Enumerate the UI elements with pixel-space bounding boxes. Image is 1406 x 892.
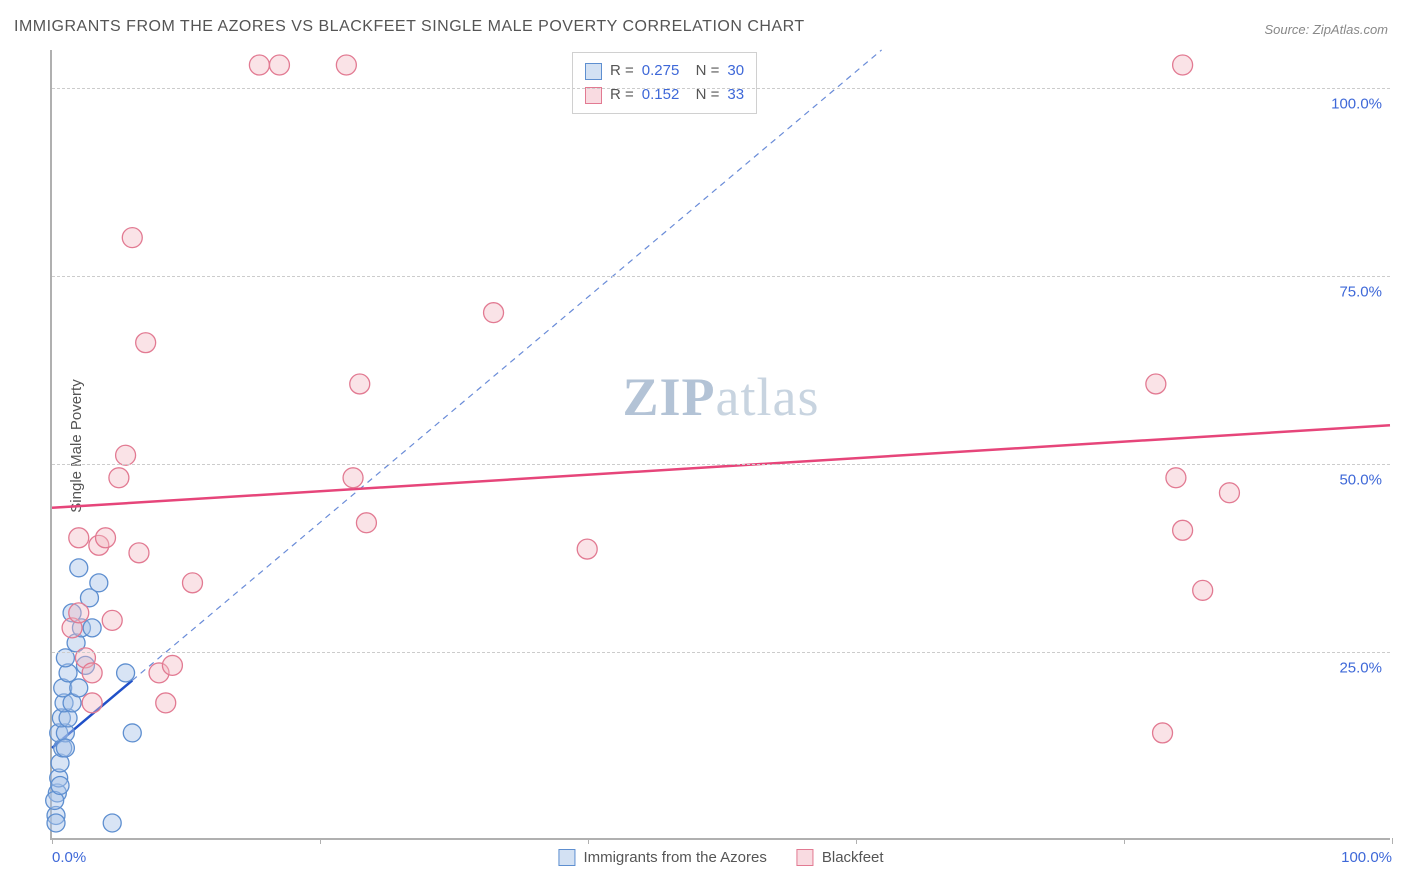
r-value-2: 0.152 <box>642 83 680 107</box>
swatch-series2 <box>585 87 602 104</box>
legend-item-2: Blackfeet <box>797 849 884 866</box>
chart-title: IMMIGRANTS FROM THE AZORES VS BLACKFEET … <box>14 18 805 36</box>
data-point <box>249 55 269 75</box>
legend-label-2: Blackfeet <box>822 849 884 866</box>
data-point <box>577 539 597 559</box>
data-point <box>90 574 108 592</box>
n-value-2: 33 <box>727 83 744 107</box>
data-point <box>1146 374 1166 394</box>
gridline-h <box>52 88 1390 89</box>
data-point <box>109 468 129 488</box>
y-tick-label: 100.0% <box>1331 95 1382 112</box>
data-point <box>1153 723 1173 743</box>
data-point <box>51 776 69 794</box>
data-point <box>162 655 182 675</box>
data-point <box>129 543 149 563</box>
data-point <box>350 374 370 394</box>
data-point <box>96 528 116 548</box>
data-point <box>83 619 101 637</box>
data-point <box>70 559 88 577</box>
x-tick-mark <box>1392 838 1393 844</box>
data-point <box>183 573 203 593</box>
n-label-1: N = <box>687 59 719 83</box>
data-point <box>70 679 88 697</box>
data-point <box>82 663 102 683</box>
x-tick-mark <box>588 838 589 844</box>
data-point <box>117 664 135 682</box>
data-point <box>82 693 102 713</box>
data-point <box>269 55 289 75</box>
data-point <box>69 603 89 623</box>
data-point <box>1166 468 1186 488</box>
data-point <box>136 333 156 353</box>
legend-item-1: Immigrants from the Azores <box>558 849 766 866</box>
legend-label-1: Immigrants from the Azores <box>583 849 766 866</box>
data-point <box>1173 55 1193 75</box>
x-tick-mark <box>52 838 53 844</box>
x-tick-mark <box>320 838 321 844</box>
r-label-2: R = <box>610 83 634 107</box>
y-tick-label: 75.0% <box>1339 283 1382 300</box>
legend-swatch-2 <box>797 849 814 866</box>
data-point <box>336 55 356 75</box>
x-tick-mark <box>856 838 857 844</box>
data-point <box>1219 483 1239 503</box>
data-point <box>1173 520 1193 540</box>
stats-legend: R = 0.275 N = 30 R = 0.152 N = 33 <box>572 52 757 114</box>
data-point <box>343 468 363 488</box>
y-tick-label: 50.0% <box>1339 471 1382 488</box>
legend-swatch-1 <box>558 849 575 866</box>
n-value-1: 30 <box>727 59 744 83</box>
data-point <box>69 528 89 548</box>
data-point <box>123 724 141 742</box>
stats-row-series1: R = 0.275 N = 30 <box>585 59 744 83</box>
swatch-series1 <box>585 63 602 80</box>
data-point <box>122 228 142 248</box>
data-point <box>356 513 376 533</box>
data-point <box>116 445 136 465</box>
gridline-h <box>52 652 1390 653</box>
data-point <box>102 610 122 630</box>
gridline-h <box>52 276 1390 277</box>
y-tick-label: 25.0% <box>1339 659 1382 676</box>
bottom-legend: Immigrants from the Azores Blackfeet <box>558 849 883 866</box>
x-tick-mark <box>1124 838 1125 844</box>
plot-svg <box>52 50 1390 838</box>
x-tick-label: 100.0% <box>1341 849 1392 866</box>
data-point <box>1193 580 1213 600</box>
n-label-2: N = <box>687 83 719 107</box>
data-point <box>47 814 65 832</box>
stats-row-series2: R = 0.152 N = 33 <box>585 83 744 107</box>
data-point <box>156 693 176 713</box>
gridline-h <box>52 464 1390 465</box>
r-label-1: R = <box>610 59 634 83</box>
chart-container: IMMIGRANTS FROM THE AZORES VS BLACKFEET … <box>0 0 1406 892</box>
plot-area: ZIPatlas R = 0.275 N = 30 R = 0.152 N = … <box>50 50 1390 840</box>
data-point <box>484 303 504 323</box>
data-point <box>103 814 121 832</box>
data-point <box>56 739 74 757</box>
r-value-1: 0.275 <box>642 59 680 83</box>
x-tick-label: 0.0% <box>52 849 86 866</box>
source-attribution: Source: ZipAtlas.com <box>1264 22 1388 37</box>
